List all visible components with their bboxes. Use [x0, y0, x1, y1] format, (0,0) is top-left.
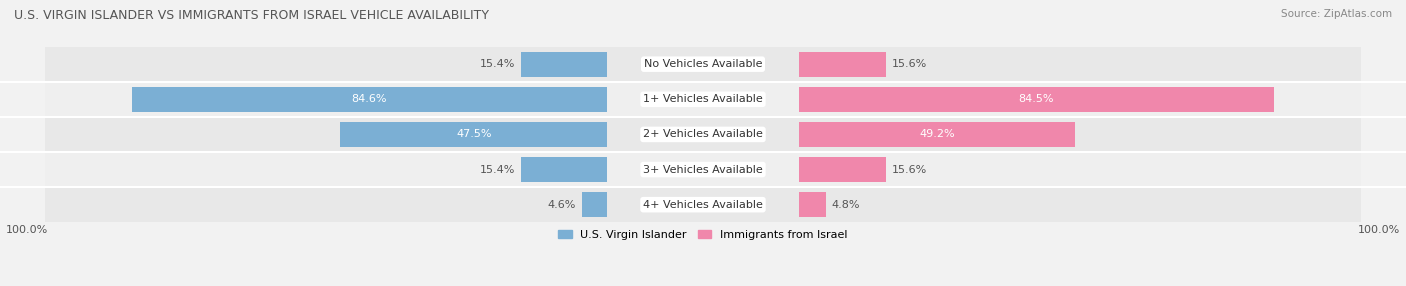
Text: Source: ZipAtlas.com: Source: ZipAtlas.com: [1281, 9, 1392, 19]
Text: 4.6%: 4.6%: [547, 200, 576, 210]
Text: 15.4%: 15.4%: [479, 59, 515, 69]
Bar: [340, 122, 607, 147]
Text: 100.0%: 100.0%: [1358, 225, 1400, 235]
Text: 4+ Vehicles Available: 4+ Vehicles Available: [643, 200, 763, 210]
Text: 4.8%: 4.8%: [831, 200, 859, 210]
Text: No Vehicles Available: No Vehicles Available: [644, 59, 762, 69]
Bar: [520, 157, 607, 182]
Bar: [799, 51, 886, 77]
Text: 84.6%: 84.6%: [352, 94, 387, 104]
Text: 15.6%: 15.6%: [891, 164, 927, 174]
Bar: [799, 87, 1274, 112]
Text: 49.2%: 49.2%: [920, 130, 955, 139]
Legend: U.S. Virgin Islander, Immigrants from Israel: U.S. Virgin Islander, Immigrants from Is…: [554, 226, 852, 245]
Bar: [45, 152, 1361, 187]
Text: 3+ Vehicles Available: 3+ Vehicles Available: [643, 164, 763, 174]
Bar: [132, 87, 607, 112]
Text: 100.0%: 100.0%: [6, 225, 48, 235]
Text: 15.6%: 15.6%: [891, 59, 927, 69]
Bar: [45, 117, 1361, 152]
Bar: [799, 192, 825, 217]
Bar: [799, 157, 886, 182]
Text: 15.4%: 15.4%: [479, 164, 515, 174]
Bar: [520, 51, 607, 77]
Text: 47.5%: 47.5%: [456, 130, 492, 139]
Text: U.S. VIRGIN ISLANDER VS IMMIGRANTS FROM ISRAEL VEHICLE AVAILABILITY: U.S. VIRGIN ISLANDER VS IMMIGRANTS FROM …: [14, 9, 489, 21]
Text: 1+ Vehicles Available: 1+ Vehicles Available: [643, 94, 763, 104]
Bar: [45, 187, 1361, 222]
Bar: [799, 122, 1076, 147]
Text: 84.5%: 84.5%: [1018, 94, 1054, 104]
Bar: [45, 82, 1361, 117]
Text: 2+ Vehicles Available: 2+ Vehicles Available: [643, 130, 763, 139]
Bar: [45, 47, 1361, 82]
Bar: [582, 192, 607, 217]
